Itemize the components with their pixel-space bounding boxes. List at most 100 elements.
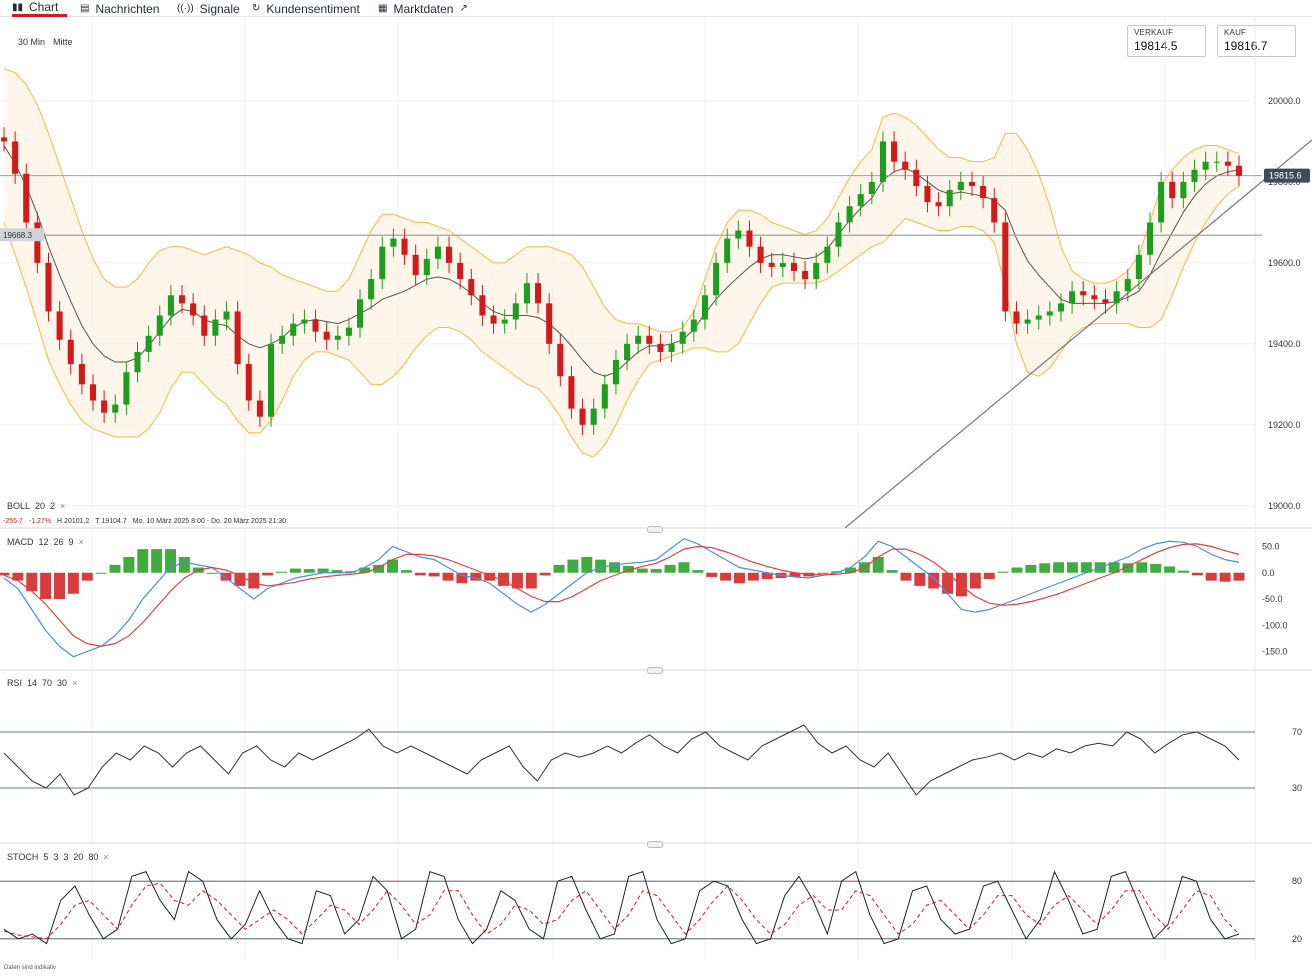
resize-handle[interactable] <box>647 841 663 848</box>
candle <box>134 351 141 373</box>
close-icon[interactable]: × <box>60 501 66 511</box>
macd-histogram-bar <box>1205 572 1217 581</box>
candle <box>713 262 720 296</box>
tab-marktdaten[interactable]: ▦ Marktdaten ↗ <box>378 0 468 17</box>
macd-histogram-bar <box>26 572 38 592</box>
price-stats: -255.7 -1.27% H 20101.2 T 19104.7 Mo. 10… <box>3 518 286 525</box>
macd-tick-label: -150.0 <box>1262 647 1288 657</box>
macd-histogram-bar <box>137 549 149 573</box>
timeframe-selector[interactable]: 30 Min <box>18 37 46 47</box>
macd-histogram-bar <box>622 565 634 573</box>
macd-histogram-bar <box>1039 563 1051 573</box>
macd-histogram-bar <box>553 564 565 573</box>
close-icon[interactable]: × <box>103 852 109 862</box>
macd-histogram-bar <box>40 572 52 599</box>
candle <box>735 230 742 239</box>
macd-histogram-bar <box>359 567 371 573</box>
macd-histogram-bar <box>928 572 940 589</box>
candle <box>201 315 208 336</box>
tab-nachrichten[interactable]: ▤ Nachrichten <box>80 0 159 17</box>
candle <box>1035 315 1042 320</box>
candle <box>891 141 898 162</box>
price-tick-label: 19400.0 <box>1268 339 1301 349</box>
candle <box>334 335 341 340</box>
sell-quote-button[interactable]: VERKAUF 19814.5 <box>1127 25 1206 57</box>
tab-label: Kundensentiment <box>266 1 360 16</box>
macd-histogram-bar <box>178 557 190 573</box>
macd-histogram-bar <box>248 572 260 589</box>
rsi-tick-label: 30 <box>1292 783 1302 793</box>
macd-histogram-bar <box>664 564 676 573</box>
candle <box>802 270 809 280</box>
candle <box>446 246 453 263</box>
date-range: Mo. 10 März 2025 8:00 - Do. 20 März 2025… <box>132 518 287 525</box>
candle <box>56 311 63 340</box>
tab-label: Signale <box>199 1 240 16</box>
macd-histogram-bar <box>1150 563 1162 573</box>
candle <box>1013 311 1020 324</box>
candle <box>1024 319 1031 324</box>
buy-quote-button[interactable]: KAUF 19816.7 <box>1217 25 1296 57</box>
macd-histogram-bar <box>789 572 801 577</box>
candle <box>45 262 52 312</box>
candle <box>546 303 553 344</box>
external-link-icon: ↗ <box>459 3 468 14</box>
candle <box>1091 295 1098 300</box>
candle <box>512 303 519 320</box>
candle <box>690 319 697 332</box>
candle <box>390 238 397 247</box>
tab-chart[interactable]: ▮▮ Chart <box>12 0 67 17</box>
close-icon[interactable]: × <box>78 537 84 547</box>
bollinger-upper-line <box>3 68 1240 333</box>
close-icon[interactable]: × <box>72 678 78 688</box>
stoch-d-line <box>3 882 1240 940</box>
candle <box>790 262 797 271</box>
macd-histogram-bar <box>456 572 468 584</box>
macd-histogram-bar <box>650 569 662 573</box>
price-tick-label: 20000.0 <box>1268 96 1301 106</box>
macd-histogram-bar <box>1080 562 1092 573</box>
disclaimer: Daten sind indikativ <box>4 965 57 971</box>
candle <box>668 343 675 352</box>
macd-histogram-bar <box>539 572 551 576</box>
high-value: H 20101.2 <box>57 518 90 525</box>
macd-histogram-bar <box>12 572 24 581</box>
candle <box>12 141 19 174</box>
candle <box>1046 311 1053 316</box>
candle <box>601 384 608 409</box>
tab-signale[interactable]: ((·)) Signale <box>177 0 240 17</box>
candle <box>479 295 486 316</box>
macd-tick-label: 50.0 <box>1262 542 1280 552</box>
macd-histogram-bar <box>969 572 981 589</box>
resize-handle[interactable] <box>647 667 663 674</box>
macd-histogram-bar <box>706 572 718 577</box>
macd-histogram-bar <box>345 571 357 573</box>
candle <box>1080 291 1087 296</box>
candle <box>857 194 864 207</box>
candle <box>279 335 286 344</box>
macd-histogram-bar <box>886 570 898 573</box>
candle <box>23 173 30 223</box>
candle <box>101 400 108 413</box>
candle <box>535 283 542 304</box>
candle <box>746 230 753 247</box>
tab-kundensentiment[interactable]: ↻ Kundensentiment <box>252 0 360 17</box>
candle <box>0 137 8 142</box>
candle <box>457 262 464 280</box>
resize-handle[interactable] <box>647 526 663 533</box>
candle <box>1202 161 1209 170</box>
macd-histogram-bar <box>276 571 288 573</box>
candle <box>657 343 664 352</box>
candle <box>156 315 163 336</box>
candle <box>34 222 41 263</box>
bollinger-mid-line <box>3 145 1240 377</box>
macd-histogram-bar <box>1164 566 1176 573</box>
candle <box>724 238 731 263</box>
ref-price-label: 19668.3 <box>3 231 32 240</box>
candle <box>1191 169 1198 182</box>
macd-histogram-bar <box>220 572 232 581</box>
candle <box>290 323 297 336</box>
price-mode-selector[interactable]: Mitte <box>53 37 73 47</box>
candle <box>145 335 152 352</box>
